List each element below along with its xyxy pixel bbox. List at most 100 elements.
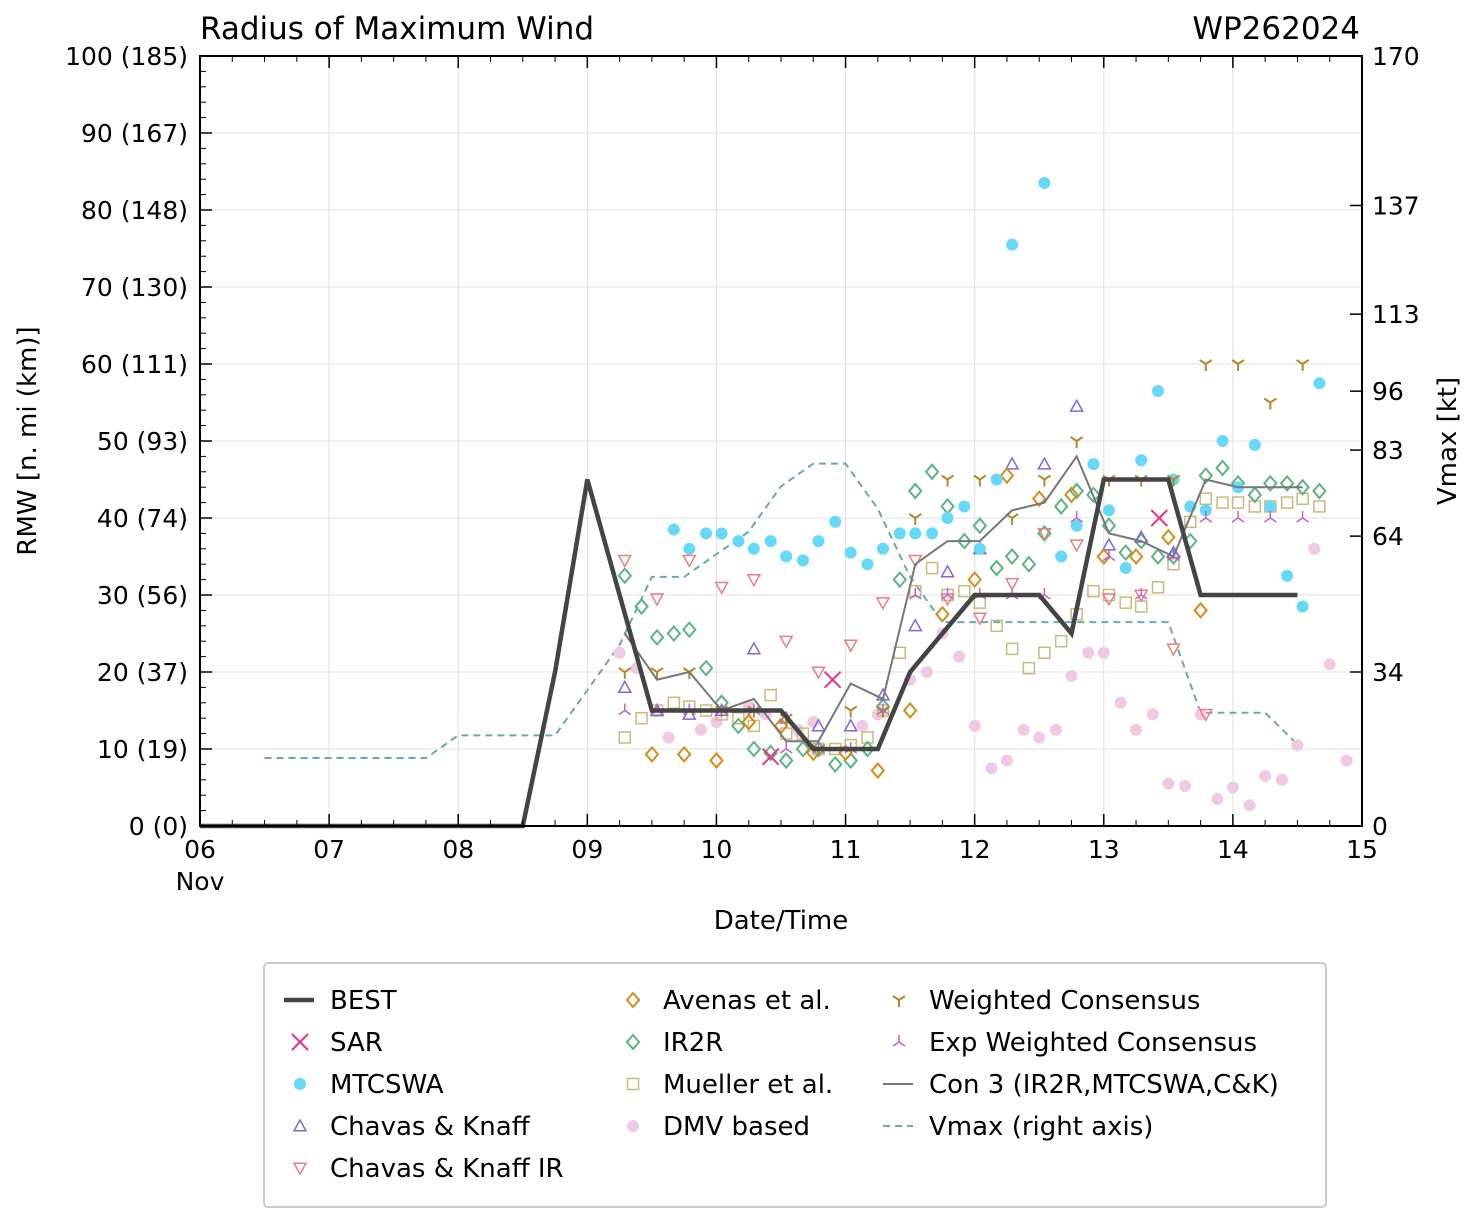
dmv-based-point xyxy=(1114,696,1127,709)
con-3-ir2r-mtcswa-c-k-line xyxy=(623,454,1303,743)
dmv-based-point xyxy=(1017,723,1030,736)
chavas-knaff-ir-point xyxy=(1101,593,1117,607)
exp-weighted-consensus-point-stroke xyxy=(947,594,954,600)
exp-weighted-consensus-point-stroke xyxy=(941,594,948,600)
legend-label-weighted-consensus: Weighted Consensus xyxy=(929,986,1200,1016)
ir2r-point xyxy=(972,517,988,535)
weighted-consensus-point-stroke xyxy=(973,474,981,481)
sar-series xyxy=(761,509,1169,766)
ir2r-point xyxy=(1150,547,1166,566)
avenas-et-al-point xyxy=(1031,490,1047,508)
x-tick-label: 08 xyxy=(442,835,474,864)
dmv-based-point xyxy=(613,646,626,659)
ir2r-point xyxy=(763,744,778,762)
weighted-consensus-point-stroke xyxy=(1172,474,1181,481)
mtcswa-point xyxy=(1199,504,1212,517)
x-tick-label: 15 xyxy=(1346,835,1378,864)
legend-swatch-mueller-et-al xyxy=(626,1077,640,1091)
mtcswa-point xyxy=(829,515,842,528)
mtcswa-point xyxy=(683,542,696,555)
mueller-et-al-point xyxy=(1119,596,1132,609)
exp-weighted-consensus-point xyxy=(1231,511,1245,523)
dmv-based-point xyxy=(1226,781,1239,794)
y2-tick-label: 0 xyxy=(1372,812,1388,841)
mueller-et-al-point xyxy=(1022,661,1036,675)
dmv-based-point xyxy=(1211,793,1224,806)
exp-weighted-consensus-point xyxy=(1296,511,1310,523)
exp-weighted-consensus-point-stroke xyxy=(779,748,787,754)
exp-weighted-consensus-point-stroke xyxy=(1269,517,1277,523)
mtcswa-point xyxy=(700,527,713,540)
weighted-consensus-point-stroke xyxy=(876,705,884,712)
storm-id-label: WP262024 xyxy=(1192,11,1360,47)
y2-tick-label: 137 xyxy=(1372,191,1420,220)
legend-item-dmv-based: DMV based xyxy=(627,1112,810,1142)
x-tick-label: 11 xyxy=(830,835,862,864)
chavas-knaff-point xyxy=(682,706,697,720)
dmv-based-point xyxy=(856,719,869,732)
sar-point-stroke xyxy=(823,670,842,689)
avenas-et-al-point xyxy=(967,571,982,589)
mtcswa-point xyxy=(1055,550,1068,563)
x-tick-label: 12 xyxy=(959,835,991,864)
legend-swatch-chavas-knaff xyxy=(292,1118,308,1132)
exp-weighted-consensus-point-stroke xyxy=(1102,555,1110,562)
mtcswa-point xyxy=(844,546,857,559)
ir2r-point xyxy=(795,740,811,758)
mtcswa-point xyxy=(876,542,889,555)
dmv-based-point xyxy=(1308,542,1321,555)
mtcswa-point xyxy=(780,550,793,563)
x-tick-label: 13 xyxy=(1088,835,1120,864)
legend-item-con-3-ir2r-mtcswa-c-k: Con 3 (IR2R,MTCSWA,C&K) xyxy=(883,1070,1279,1100)
legend-label-best: BEST xyxy=(330,986,397,1016)
mueller-et-al-point xyxy=(1280,496,1294,509)
legend-swatch-avenas-et-al xyxy=(625,991,641,1009)
dmv-based-point xyxy=(1340,754,1353,767)
x-tick-label: 10 xyxy=(701,835,733,864)
exp-weighted-consensus-point xyxy=(779,742,793,754)
weighted-consensus-point-stroke xyxy=(1070,436,1078,442)
dmv-based-point xyxy=(1050,723,1063,736)
y-tick-label: 50 (93) xyxy=(97,427,188,456)
mueller-et-al-point xyxy=(1313,500,1326,513)
chavas-knaff-ir-point xyxy=(1037,527,1052,541)
weighted-consensus-point xyxy=(908,513,922,525)
weighted-consensus-point xyxy=(973,474,987,487)
ir2r-point xyxy=(1021,555,1037,573)
weighted-consensus-point xyxy=(1263,397,1277,410)
weighted-consensus-point-stroke xyxy=(1302,359,1310,365)
exp-weighted-consensus-point-stroke xyxy=(876,709,884,716)
mueller-et-al-point xyxy=(1151,581,1165,594)
dmv-based-point xyxy=(694,723,707,736)
chavas-knaff-point xyxy=(811,718,826,732)
legend-swatch-weighted-consensus xyxy=(892,995,906,1007)
avenas-et-al-point xyxy=(999,467,1015,485)
mueller-et-al-point xyxy=(925,561,939,575)
mueller-et-al-point xyxy=(635,711,648,725)
exp-weighted-consensus-point xyxy=(908,588,922,600)
mueller-et-al-point xyxy=(990,619,1003,633)
weighted-consensus-point-stroke xyxy=(979,474,987,481)
ir2r-point xyxy=(892,571,908,589)
weighted-consensus-point-stroke xyxy=(1037,474,1045,481)
exp-weighted-consensus-point-stroke xyxy=(1263,517,1271,523)
exp-weighted-consensus-point-stroke xyxy=(1231,517,1239,523)
weighted-consensus-point-stroke xyxy=(940,474,949,481)
mtcswa-point xyxy=(1152,384,1165,397)
ir2r-point xyxy=(1118,544,1134,562)
legend-label-chavas-knaff-ir: Chavas & Knaff IR xyxy=(330,1154,564,1184)
y2-tick-label: 34 xyxy=(1372,658,1404,687)
chavas-knaff-ir-point xyxy=(1069,539,1084,553)
avenas-et-al-point xyxy=(870,762,886,780)
y-tick-label: 0 (0) xyxy=(129,812,188,841)
legend-label-dmv-based: DMV based xyxy=(663,1112,810,1142)
y-tick-label: 60 (111) xyxy=(81,350,188,379)
weighted-consensus-point-stroke xyxy=(844,705,852,712)
ir2r-point xyxy=(778,752,794,770)
x-tick-label: 09 xyxy=(571,835,603,864)
y-tick-label: 70 (130) xyxy=(81,273,188,302)
exp-weighted-consensus-point xyxy=(941,588,954,600)
ir2r-point xyxy=(1312,482,1327,500)
dmv-based-point xyxy=(1130,723,1143,736)
chavas-knaff-ir-point xyxy=(1166,643,1181,657)
